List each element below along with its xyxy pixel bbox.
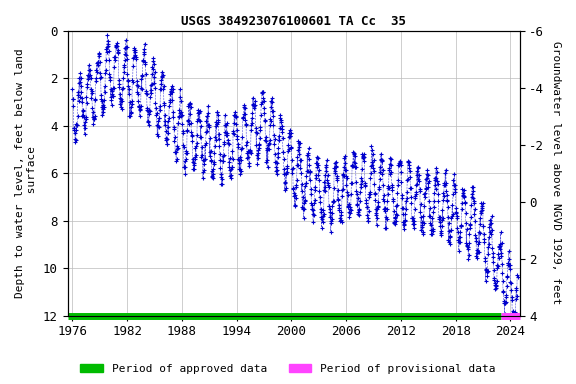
Title: USGS 384923076100601 TA Cc  35: USGS 384923076100601 TA Cc 35: [181, 15, 406, 28]
Y-axis label: Depth to water level, feet below land
 surface: Depth to water level, feet below land su…: [15, 48, 37, 298]
Y-axis label: Groundwater level above NGVD 1929, feet: Groundwater level above NGVD 1929, feet: [551, 41, 561, 305]
Legend: Period of approved data, Period of provisional data: Period of approved data, Period of provi…: [76, 359, 500, 379]
